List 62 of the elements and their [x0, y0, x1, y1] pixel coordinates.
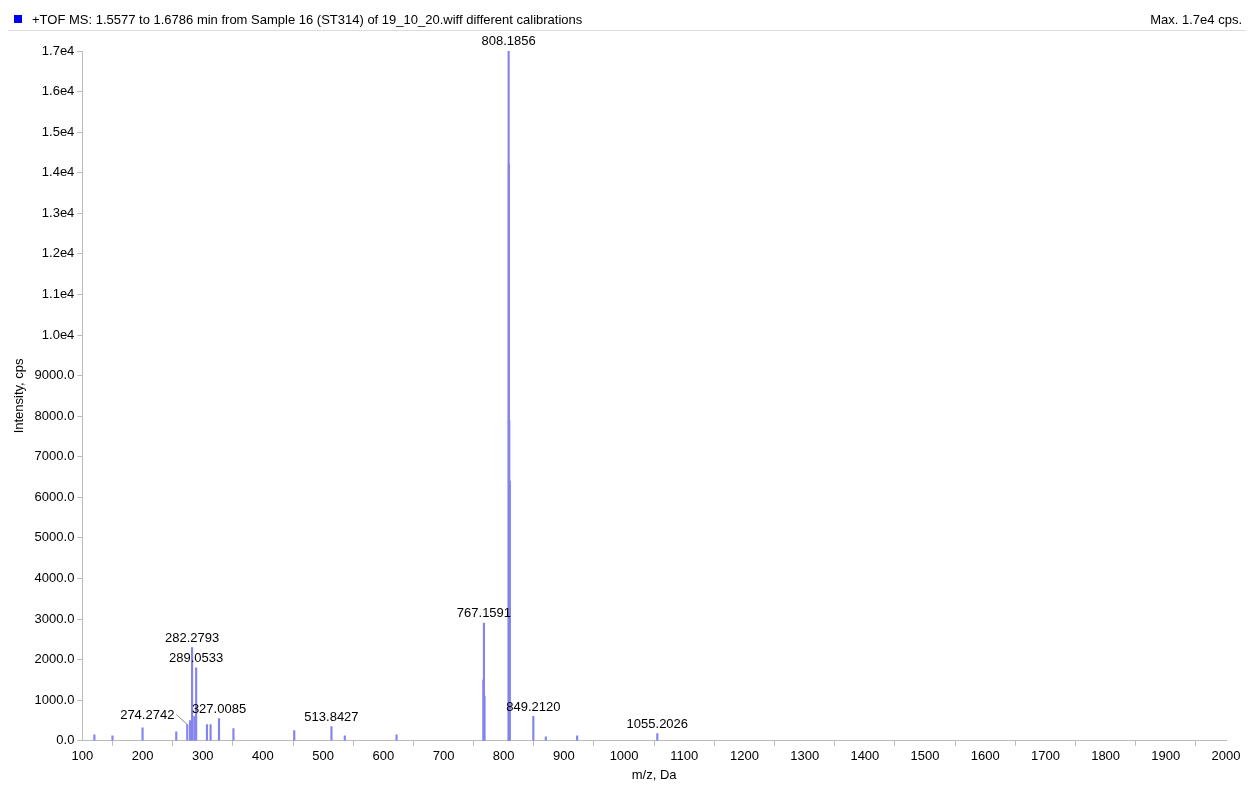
y-tick-label: 1000.0: [34, 691, 75, 707]
y-tick-label: 1.1e4: [41, 286, 75, 302]
bar: [232, 728, 235, 741]
text: Max. 1.7e4 cps.: [1150, 11, 1242, 27]
bar: [293, 730, 296, 741]
bar: [217, 718, 221, 741]
annotation: 327.0085: [191, 700, 247, 716]
x-tick-label: 2000: [1211, 748, 1241, 764]
y-tick-label: 0.0: [56, 732, 75, 748]
x-tick-label: 200: [131, 748, 154, 764]
annotation: 1055.2026: [626, 715, 689, 731]
bar: [395, 734, 398, 741]
y-tick-label: 2000.0: [34, 651, 75, 667]
bar: [141, 727, 144, 741]
x-tick-label: 800: [492, 748, 515, 764]
x-tick-label: 1700: [1030, 748, 1060, 764]
y-tick-label: 1.4e4: [41, 164, 75, 180]
x-tick-label: 700: [432, 748, 455, 764]
y-tick-label: 1.0e4: [41, 326, 75, 342]
bar: [330, 726, 333, 741]
y-tick-label: 1.5e4: [41, 123, 75, 139]
x-tick-label: 900: [553, 748, 575, 764]
x-tick-label: 500: [312, 748, 334, 764]
x-tick-label: 1600: [970, 748, 1000, 764]
x-tick-label: 1900: [1151, 748, 1181, 764]
y-tick-label: 1.3e4: [41, 204, 75, 220]
x-tick-label: 1000: [609, 748, 639, 764]
y-tick-label: 3000.0: [34, 610, 75, 626]
annotation: 849.2120: [506, 698, 561, 714]
y-tick-label: 1.6e4: [41, 83, 75, 99]
chart-title: +TOF MS: 1.5577 to 1.6786 min from Sample 16 (ST314) of 19_10_20.wiff different calibrations: [32, 11, 584, 27]
annotation: 513.8427: [304, 708, 359, 724]
x-tick-label: 600: [372, 748, 395, 764]
x-tick-label: 1500: [910, 748, 940, 764]
bar: [111, 735, 114, 741]
y-tick-label: 1.2e4: [41, 245, 75, 261]
bar: [93, 734, 96, 741]
annotation: 767.1591: [456, 605, 512, 621]
bar: [205, 724, 209, 741]
y-tick-label: 9000.0: [34, 367, 75, 383]
x-tick-label: 1100: [670, 748, 699, 764]
annotation: 289.0533: [169, 649, 224, 665]
y-tick-label: 4000.0: [34, 570, 75, 586]
y-tick-label: 8000.0: [34, 407, 75, 423]
y-tick-label: 6000.0: [34, 488, 75, 504]
annotation: 808.1856: [481, 33, 536, 49]
x-tick-label: 1800: [1091, 748, 1121, 764]
bar: [209, 724, 212, 741]
x-tick-label: 1200: [730, 748, 759, 764]
x-tick-label: 1400: [850, 748, 880, 764]
x-tick-label: 400: [252, 748, 274, 764]
y-axis-title: Intensity, cps: [11, 357, 27, 434]
x-tick-label: 300: [191, 748, 214, 764]
bar: [532, 716, 535, 741]
x-tick-label: 100: [71, 748, 94, 764]
y-tick-label: 7000.0: [34, 448, 75, 464]
y-tick-label: 5000.0: [34, 529, 75, 545]
y-tick-label: 1.7e4: [41, 42, 75, 58]
x-tick-label: 1300: [790, 748, 820, 764]
x-axis-title: m/z, Da: [631, 766, 678, 782]
annotation: 282.2793: [164, 629, 220, 645]
annotation: 274.2742: [120, 706, 175, 722]
